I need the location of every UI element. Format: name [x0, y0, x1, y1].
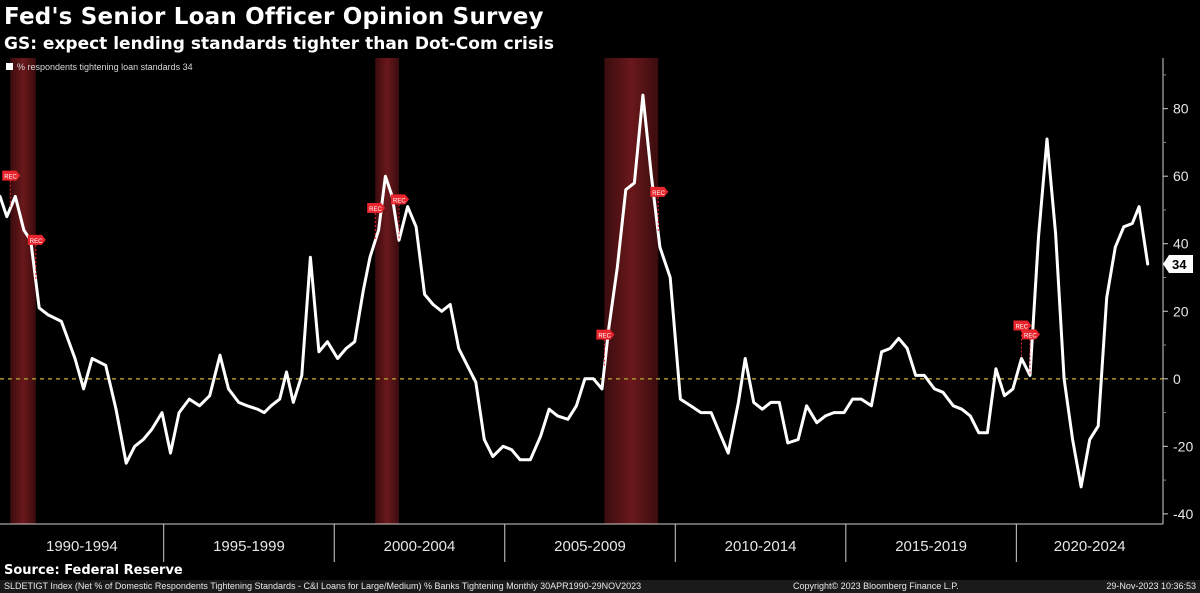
x-tick-label: 1995-1999	[213, 538, 285, 555]
rec-marker: REC	[367, 203, 386, 242]
rec-marker: REC	[27, 234, 46, 281]
recession-band-2	[604, 58, 659, 524]
rec-marker: REC	[2, 170, 21, 209]
recession-band-0	[10, 58, 36, 524]
y-tick-label: -40	[1173, 506, 1193, 522]
x-tick-label: 2020-2024	[1054, 538, 1126, 555]
y-tick-label: 20	[1173, 303, 1189, 319]
y-tick-label: -20	[1173, 438, 1193, 454]
line-chart: -40 -20 0 20 40 60 80 1990-1994 1995-1999 2000-20…	[0, 58, 1193, 562]
rec-marker-flag	[2, 170, 21, 181]
y-tick-label: 40	[1173, 236, 1189, 252]
series-line	[0, 93, 1150, 489]
rec-marker-label: REC	[369, 207, 382, 213]
chart-header: Fed's Senior Loan Officer Opinion Survey…	[0, 0, 1200, 58]
copyright-note: Copyright© 2023 Bloomberg Finance L.P.	[793, 581, 959, 591]
rec-marker-label: REC	[598, 334, 611, 340]
x-tick-label: 2000-2004	[384, 538, 456, 555]
series-line-group: 34	[0, 93, 1193, 489]
recession-shading-group	[10, 58, 659, 524]
y-tick-label: 0	[1173, 371, 1181, 387]
rec-marker-label: REC	[393, 198, 406, 204]
rec-marker-flag	[596, 329, 615, 340]
axes-group: -40 -20 0 20 40 60 80 1990-1994 1995-1999 2000-20…	[0, 58, 1193, 562]
rec-marker-label: REC	[1015, 325, 1028, 331]
rec-marker-flag	[367, 203, 386, 214]
recession-band-1	[375, 58, 400, 524]
rec-marker-label: REC	[652, 191, 665, 197]
rec-marker: REC	[391, 194, 410, 241]
y-tick-label: 60	[1173, 168, 1189, 184]
rec-marker-flag	[1013, 320, 1032, 331]
rec-marker: REC	[650, 186, 669, 233]
source-note: Source: Federal Reserve	[4, 563, 183, 578]
rec-marker: REC	[1021, 329, 1040, 376]
timestamp: 29-Nov-2023 10:36:53	[1106, 581, 1196, 591]
legend-swatch	[6, 63, 13, 70]
x-tick-label: 2005-2009	[554, 538, 626, 555]
rec-marker-label: REC	[1024, 333, 1037, 339]
legend-label: % respondents tightening loan standards …	[17, 62, 193, 72]
rec-marker-flag	[1021, 329, 1040, 340]
index-note: SLDETIGT Index (Net % of Domestic Respon…	[4, 581, 642, 591]
rec-markers-group: REC REC REC REC REC REC REC REC	[2, 170, 1040, 376]
last-value-tag: 34	[1163, 254, 1193, 273]
rec-marker: REC	[596, 329, 615, 368]
rec-marker-label: REC	[30, 239, 43, 245]
chart-subtitle: GS: expect lending standards tighter tha…	[4, 34, 554, 54]
rec-marker-label: REC	[4, 175, 17, 181]
chart-footer: Source: Federal Reserve SLDETIGT Index (…	[0, 562, 1200, 593]
last-value-box	[1163, 254, 1193, 273]
rec-marker-flag	[391, 194, 410, 205]
y-tick-label: 80	[1173, 101, 1189, 117]
rec-marker-flag	[27, 234, 46, 245]
x-tick-label: 2010-2014	[725, 538, 797, 555]
rec-marker-flag	[650, 186, 669, 197]
last-value-label: 34	[1172, 257, 1187, 272]
meta-row: SLDETIGT Index (Net % of Domestic Respon…	[0, 580, 1200, 593]
legend: % respondents tightening loan standards …	[6, 62, 193, 72]
x-tick-label: 1990-1994	[46, 538, 118, 555]
chart-title: Fed's Senior Loan Officer Opinion Survey	[4, 4, 544, 30]
rec-marker: REC	[1013, 320, 1032, 359]
x-tick-label: 2015-2019	[895, 538, 967, 555]
